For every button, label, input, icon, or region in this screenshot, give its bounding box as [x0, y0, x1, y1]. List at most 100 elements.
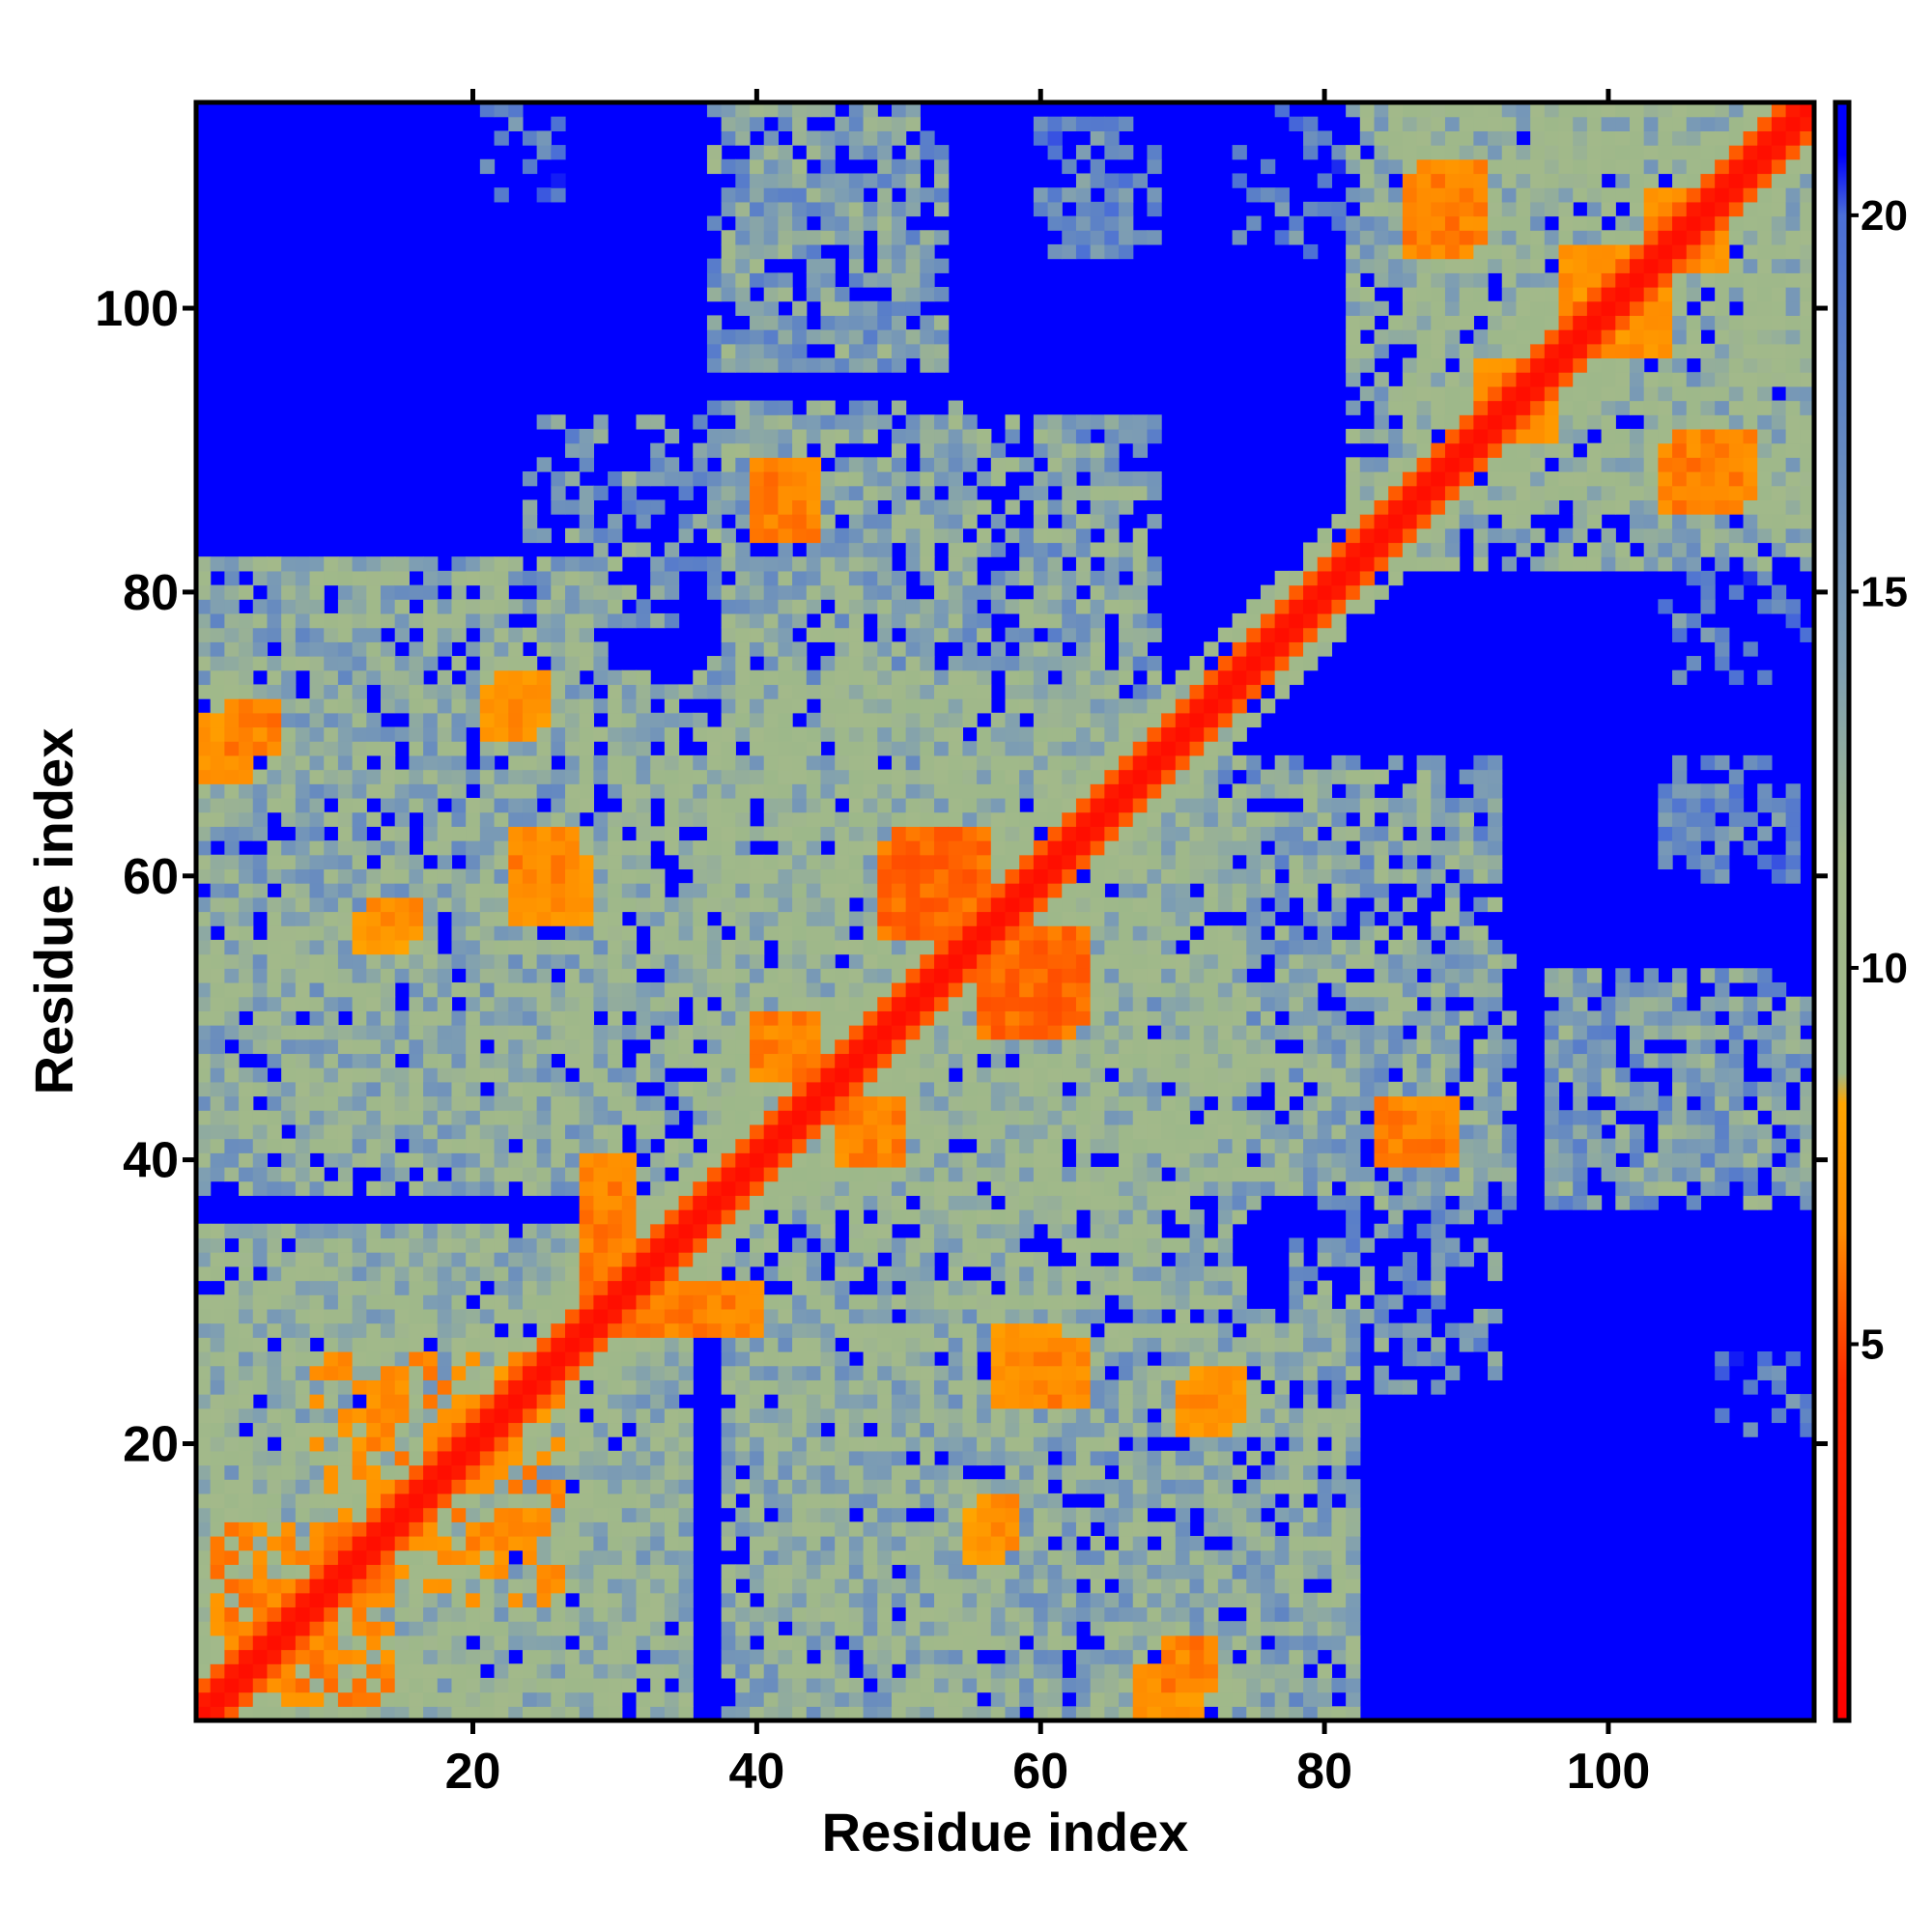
heatmap-cell — [281, 1649, 297, 1664]
heatmap-cell — [479, 783, 496, 799]
heatmap-cell — [621, 1549, 638, 1565]
heatmap-cell — [706, 442, 723, 458]
heatmap-cell — [820, 542, 836, 557]
heatmap-cell — [466, 570, 481, 586]
heatmap-cell — [423, 1138, 439, 1153]
heatmap-cell — [678, 1365, 694, 1380]
heatmap-cell — [224, 1507, 240, 1522]
heatmap-cell — [721, 896, 736, 913]
heatmap-cell — [593, 1549, 609, 1565]
heatmap-cell — [508, 1110, 524, 1125]
heatmap-cell — [352, 1280, 367, 1295]
heatmap-cell — [891, 1578, 907, 1594]
heatmap-cell — [848, 1521, 865, 1537]
heatmap-cell — [920, 996, 935, 1011]
heatmap-cell — [948, 883, 964, 898]
heatmap-cell — [437, 1549, 453, 1565]
heatmap-cell — [820, 925, 836, 941]
heatmap-cell — [366, 1464, 382, 1480]
heatmap-cell — [593, 726, 609, 742]
heatmap-cell — [848, 173, 865, 188]
heatmap-cell — [905, 287, 921, 302]
heatmap-cell — [763, 514, 780, 529]
heatmap-cell — [1019, 1025, 1035, 1040]
heatmap-cell — [920, 1621, 935, 1636]
heatmap-cell — [905, 527, 921, 544]
heatmap-cell — [1019, 1663, 1035, 1679]
heatmap-cell — [905, 1407, 921, 1424]
heatmap-cell — [381, 896, 396, 913]
heatmap-cell — [835, 1436, 850, 1452]
heatmap-cell — [551, 981, 566, 998]
heatmap-cell — [806, 783, 822, 799]
heatmap-cell — [551, 1621, 566, 1636]
heatmap-cell — [636, 1549, 651, 1565]
heatmap-cell — [522, 1677, 538, 1693]
heatmap-cell — [1033, 527, 1049, 544]
heatmap-cell — [281, 726, 297, 742]
heatmap-cell — [905, 187, 921, 203]
heatmap-cell — [948, 527, 964, 544]
heatmap-cell — [977, 1280, 992, 1295]
heatmap-cell — [479, 1564, 496, 1579]
heatmap-cell — [621, 868, 638, 884]
heatmap-cell — [352, 1521, 367, 1537]
heatmap-cell — [1033, 1677, 1049, 1693]
heatmap-cell — [820, 1010, 836, 1026]
heatmap-cell — [891, 1379, 907, 1395]
heatmap-cell — [905, 343, 921, 359]
heatmap-cell — [551, 1649, 566, 1664]
heatmap-cell — [706, 939, 723, 955]
heatmap-cell — [835, 1564, 850, 1579]
heatmap-cell — [778, 1209, 793, 1225]
heatmap-cell — [224, 1138, 240, 1153]
heatmap-cell — [196, 925, 212, 941]
heatmap-cell — [324, 1123, 339, 1140]
heatmap-cell — [593, 1110, 609, 1125]
heatmap-cell — [536, 1166, 552, 1182]
heatmap-cell — [934, 1535, 950, 1551]
heatmap-cell — [835, 1010, 850, 1026]
heatmap-cell — [479, 1521, 496, 1537]
heatmap-cell — [508, 570, 524, 586]
heatmap-cell — [479, 996, 496, 1011]
heatmap-cell — [905, 1479, 921, 1494]
heatmap-cell — [920, 287, 935, 302]
heatmap-cell — [409, 712, 424, 728]
heatmap-cell — [366, 996, 382, 1011]
heatmap-cell — [848, 570, 865, 586]
heatmap-cell — [877, 1110, 893, 1125]
heatmap-cell — [593, 1280, 609, 1295]
heatmap-cell — [990, 1180, 1007, 1196]
heatmap-cell — [934, 1010, 950, 1026]
heatmap-cell — [848, 1095, 865, 1111]
heatmap-cell — [394, 1025, 410, 1040]
heatmap-cell — [1033, 1422, 1049, 1437]
heatmap-cell — [309, 1180, 325, 1196]
heatmap-cell — [551, 1067, 566, 1083]
heatmap-cell — [792, 1549, 808, 1565]
heatmap-cell — [352, 612, 367, 629]
heatmap-cell — [1047, 1407, 1063, 1424]
heatmap-cell — [536, 1450, 552, 1466]
heatmap-cell — [806, 258, 822, 273]
heatmap-cell — [522, 1407, 538, 1424]
heatmap-cell — [721, 258, 736, 273]
heatmap-cell — [579, 612, 594, 629]
heatmap-cell — [309, 612, 325, 629]
heatmap-cell — [891, 1166, 907, 1182]
heatmap-cell — [877, 826, 893, 841]
heatmap-cell — [522, 1394, 538, 1409]
heatmap-cell — [948, 457, 964, 472]
heatmap-cell — [267, 1095, 282, 1111]
heatmap-cell — [551, 1010, 566, 1026]
heatmap-cell — [650, 1634, 666, 1651]
heatmap-cell — [1033, 797, 1049, 813]
heatmap-cell — [678, 712, 694, 728]
heatmap-cell — [337, 1492, 354, 1509]
heatmap-cell — [721, 116, 736, 131]
heatmap-cell — [1047, 1592, 1063, 1608]
heatmap-cell — [494, 854, 509, 870]
heatmap-cell — [934, 1053, 950, 1068]
heatmap-cell — [565, 527, 581, 544]
